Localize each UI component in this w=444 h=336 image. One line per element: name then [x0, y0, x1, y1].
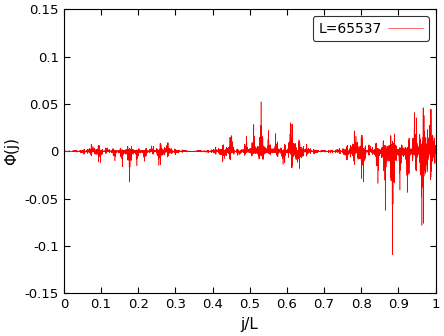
- L=65537: [61, 149, 67, 153]
- Line: L=65537: L=65537: [64, 102, 436, 255]
- X-axis label: j/L: j/L: [241, 317, 259, 332]
- L=65537: [414, 145, 419, 150]
- Legend: L=65537: L=65537: [313, 16, 428, 41]
- L=65537: [390, 253, 395, 257]
- L=65537: [304, 151, 309, 155]
- L=65537: [433, 150, 438, 154]
- L=65537: [258, 100, 264, 104]
- L=65537: [405, 164, 411, 168]
- L=65537: [357, 155, 363, 159]
- L=65537: [155, 150, 160, 154]
- Y-axis label: Φ(j): Φ(j): [4, 137, 19, 165]
- L=65537: [81, 149, 87, 153]
